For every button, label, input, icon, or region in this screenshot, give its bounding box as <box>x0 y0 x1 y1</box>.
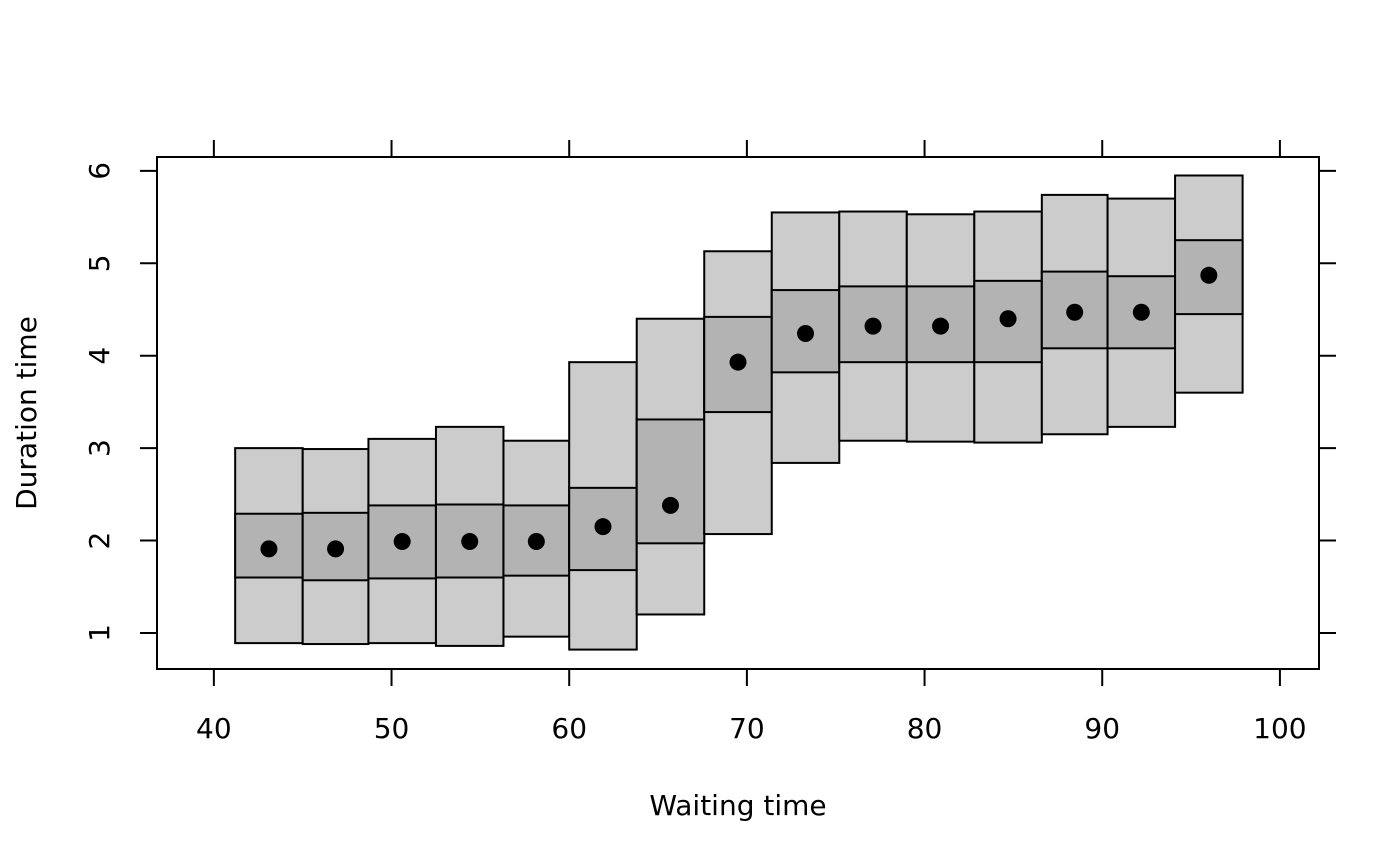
bin-center-point <box>1066 303 1084 321</box>
bin-center-point <box>797 325 815 343</box>
bin-7 <box>703 250 773 536</box>
bin-center-point <box>1200 266 1218 284</box>
y-axis: 1 2 3 4 5 6 <box>83 162 1336 642</box>
x-tick-label: 90 <box>1084 712 1120 745</box>
bin-inner-range <box>635 418 706 545</box>
x-tick-label: 50 <box>374 712 410 745</box>
x-tick-label: 80 <box>907 712 943 745</box>
x-tick-label: 60 <box>551 712 587 745</box>
y-tick-label: 3 <box>83 439 116 457</box>
y-tick-label: 1 <box>83 624 116 642</box>
bins-layer <box>234 174 1244 651</box>
bin-5 <box>568 361 638 651</box>
bin-center-point <box>594 518 612 536</box>
bin-center-point <box>327 540 345 558</box>
plot-frame <box>156 156 1320 670</box>
bin-center-point <box>1132 303 1150 321</box>
bin-center-point <box>260 540 278 558</box>
bin-center-point <box>527 532 545 550</box>
bin-6 <box>635 317 706 616</box>
bin-0 <box>234 447 304 645</box>
bin-11 <box>973 210 1043 444</box>
x-tick-label: 70 <box>729 712 765 745</box>
y-tick-label: 6 <box>83 162 116 180</box>
x-tick-label: 40 <box>196 712 232 745</box>
bin-center-point <box>864 317 882 335</box>
bin-inner-range <box>1040 270 1109 350</box>
points-layer <box>260 266 1218 558</box>
y-tick-label: 2 <box>83 532 116 550</box>
bin-center-point <box>932 317 950 335</box>
x-tick-label: 100 <box>1253 712 1306 745</box>
bin-inner-range <box>434 503 505 579</box>
bin-center-point <box>729 353 747 371</box>
y-tick-label: 4 <box>83 347 116 365</box>
x-axis: 40 50 60 70 80 90 100 <box>196 140 1307 745</box>
bin-center-point <box>393 532 411 550</box>
bin-14 <box>1174 174 1244 394</box>
bin-center-point <box>461 532 479 550</box>
y-tick-label: 5 <box>83 254 116 272</box>
bin-center-point <box>999 310 1017 328</box>
bin-center-point <box>661 496 679 514</box>
bin-13 <box>1106 197 1177 428</box>
y-axis-label: Duration time <box>10 316 43 510</box>
x-axis-label: Waiting time <box>649 789 826 822</box>
bin-4 <box>502 439 571 638</box>
